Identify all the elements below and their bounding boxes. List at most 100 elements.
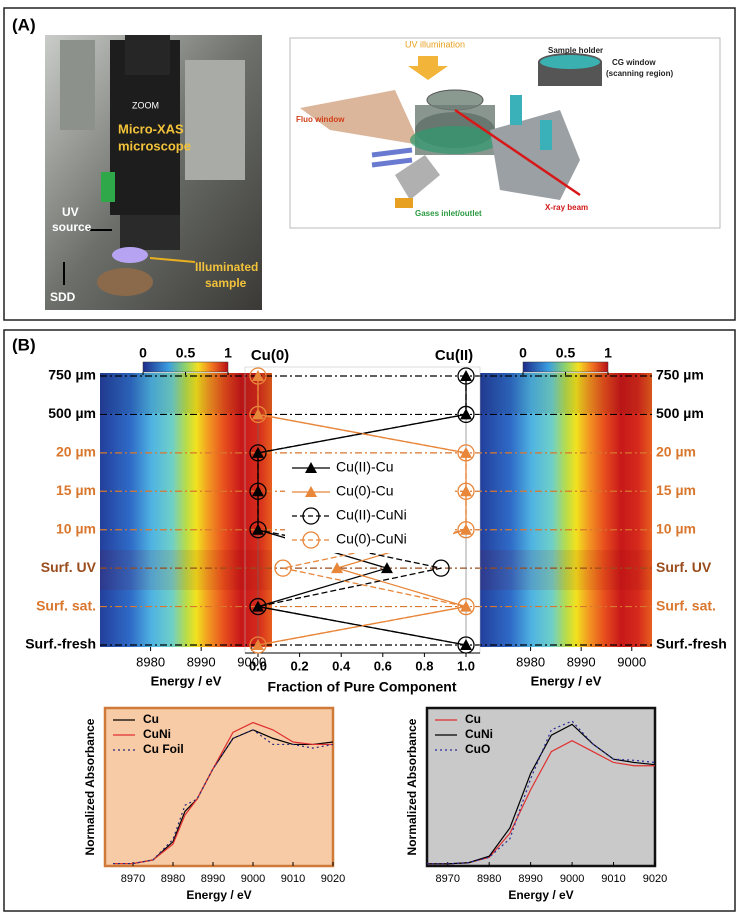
photo-label: Micro-XAS xyxy=(118,121,184,136)
panel-frame xyxy=(3,7,736,321)
legend-label: Cu Foil xyxy=(143,742,184,756)
depth-label: 500 µm xyxy=(656,405,704,421)
mount xyxy=(490,110,580,200)
x-tick-label: 0.0 xyxy=(249,658,267,673)
series-line xyxy=(113,729,334,865)
marker xyxy=(460,600,472,612)
colorbar-tick-label: 0.5 xyxy=(176,345,196,361)
colorbar xyxy=(142,361,229,373)
heatmap xyxy=(480,373,652,647)
legend-label: Cu(II)-Cu xyxy=(336,459,394,475)
axis-title: Cu(0) xyxy=(251,347,289,364)
marker xyxy=(249,405,267,424)
depth-label: Surf.-fresh xyxy=(25,636,96,652)
x-tick-label: 9000 xyxy=(237,654,266,669)
depth-label: Surf. sat. xyxy=(656,597,716,613)
heatmap xyxy=(100,373,272,647)
depth-label: Surf. UV xyxy=(41,559,97,575)
marker xyxy=(380,562,393,574)
marker xyxy=(252,370,264,381)
x-tick-label: 8970 xyxy=(435,873,459,885)
x-tick-label: 0.6 xyxy=(374,658,392,673)
objective xyxy=(120,215,180,250)
depth-label: 10 µm xyxy=(656,520,696,536)
gas-line xyxy=(371,147,413,158)
x-tick-label: 9020 xyxy=(643,873,667,885)
legend-label: CuNi xyxy=(465,727,493,741)
x-tick-label: 9000 xyxy=(560,873,584,885)
y-axis-label: Normalized Absorbance xyxy=(405,718,419,855)
marker xyxy=(252,600,264,612)
photo-label: source xyxy=(52,220,92,234)
equipment xyxy=(185,60,245,180)
marker xyxy=(457,521,475,539)
depth-label: 500 µm xyxy=(48,405,96,421)
depth-label: Surf.-fresh xyxy=(656,636,727,652)
photo-label: ZOOM xyxy=(132,100,159,110)
panel-label: (B) xyxy=(12,335,36,354)
marker xyxy=(460,370,472,381)
x-ray-beam xyxy=(454,108,581,197)
legend-label: CuNi xyxy=(143,727,171,741)
marker xyxy=(302,531,320,549)
x-tick-label: 0.4 xyxy=(332,658,351,673)
diagram-label: Sample holder xyxy=(548,46,603,55)
sample-stage xyxy=(97,268,153,296)
x-tick-label: 8980 xyxy=(161,873,185,885)
x-axis-label: Energy / eV xyxy=(186,888,251,902)
colorbar xyxy=(522,361,609,373)
depth-label: Surf. UV xyxy=(656,559,712,575)
marker xyxy=(249,367,267,385)
marker xyxy=(457,482,475,500)
depth-label: 15 µm xyxy=(56,482,96,498)
x-tick-label: 8970 xyxy=(121,873,145,885)
detector xyxy=(395,155,440,200)
x-axis-label: Fraction of Pure Component xyxy=(268,679,457,695)
x-axis-label: Energy / eV xyxy=(531,673,602,688)
marker xyxy=(457,636,475,654)
marker xyxy=(302,507,320,525)
heatmap-shade xyxy=(480,373,652,413)
x-axis-label: Energy / eV xyxy=(508,888,573,902)
x-tick-label: 0.2 xyxy=(291,658,309,673)
cell-ring xyxy=(410,126,500,154)
marker xyxy=(457,444,475,462)
legend-label: Cu(II)-CuNi xyxy=(336,507,407,523)
marker xyxy=(460,446,472,458)
marker xyxy=(252,446,264,458)
marker xyxy=(331,562,344,574)
marker xyxy=(457,367,475,385)
equipment xyxy=(60,40,95,130)
plot-area xyxy=(425,706,657,868)
connector xyxy=(510,95,522,125)
colorbar-tick-label: 1 xyxy=(224,345,232,361)
marker xyxy=(249,482,267,500)
photo-label: microscope xyxy=(118,138,191,153)
x-axis-label: Energy / eV xyxy=(151,673,222,688)
diagram-label: UV illumination xyxy=(405,39,465,49)
diagram-label: CG window xyxy=(612,58,656,67)
heatmap-shade xyxy=(100,550,272,590)
x-tick-label: 1.0 xyxy=(457,658,475,673)
marker xyxy=(457,597,475,616)
colorbar-tick-label: 0.5 xyxy=(556,345,576,361)
green-tag xyxy=(101,172,115,202)
legend-label: Cu(0)-Cu xyxy=(336,483,394,499)
x-tick-label: 8990 xyxy=(201,873,225,885)
colorbar-tick-label: 0 xyxy=(519,345,527,361)
marker xyxy=(249,636,267,654)
connector xyxy=(540,120,552,150)
legend-label: CuO xyxy=(465,742,490,756)
marker xyxy=(432,559,450,577)
colorbar-tick-label: 1 xyxy=(604,345,612,361)
axis-title: Cu(II) xyxy=(435,347,473,364)
legend-label: Cu xyxy=(465,712,481,726)
series-line xyxy=(427,720,656,865)
cg-window xyxy=(540,55,600,69)
photo-label: sample xyxy=(205,276,247,290)
depth-label: Surf. sat. xyxy=(36,597,96,613)
x-tick-label: 8990 xyxy=(518,873,542,885)
marker xyxy=(305,462,317,473)
legend-label: Cu(0)-CuNi xyxy=(336,531,407,547)
